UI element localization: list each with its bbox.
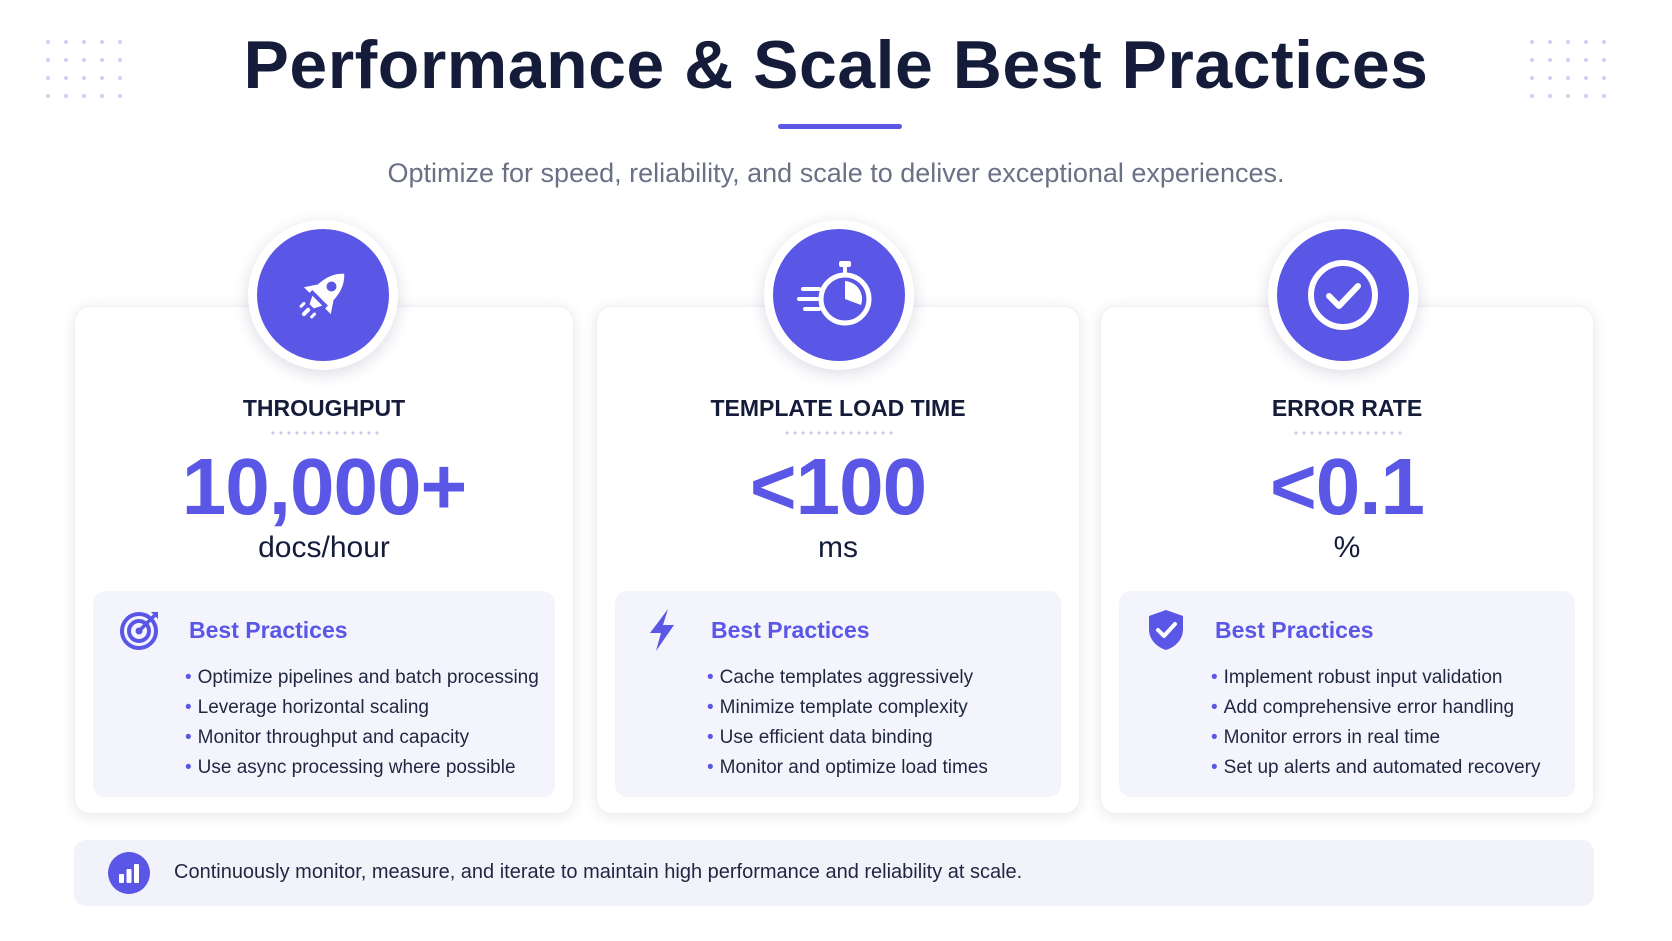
metric-divider <box>783 431 893 435</box>
error-rate-badge <box>1268 220 1418 370</box>
footer-text: Continuously monitor, measure, and itera… <box>174 861 1023 883</box>
decorative-dots-left <box>46 40 136 112</box>
stopwatch-icon <box>797 261 872 326</box>
best-practices-panel: Best Practices Implement robust input va… <box>1119 591 1575 797</box>
list-item: Cache templates aggressively <box>707 663 988 693</box>
metric-unit: ms <box>818 531 858 564</box>
best-practices-list: Optimize pipelines and batch processing … <box>185 663 539 783</box>
metric-divider <box>1292 431 1402 435</box>
title-underline <box>778 124 902 129</box>
metric-card-template-load-time: TEMPLATE LOAD TIME <100 ms Best Practice… <box>596 306 1080 814</box>
best-practices-list: Cache templates aggressively Minimize te… <box>707 663 988 783</box>
best-practices-title: Best Practices <box>1215 617 1374 643</box>
metric-card-error-rate: ERROR RATE <0.1 % Best Practices Impleme… <box>1100 306 1594 814</box>
metric-label: THROUGHPUT <box>242 395 406 421</box>
best-practices-title: Best Practices <box>711 617 870 643</box>
footer-banner: Continuously monitor, measure, and itera… <box>74 840 1594 906</box>
best-practices-panel: Best Practices Cache templates aggressiv… <box>615 591 1061 797</box>
list-item: Monitor errors in real time <box>1211 723 1541 753</box>
shield-check-icon <box>1143 607 1189 653</box>
metric-value: 10,000+ <box>181 442 467 531</box>
list-item: Implement robust input validation <box>1211 663 1541 693</box>
metric-label: TEMPLATE LOAD TIME <box>710 395 966 421</box>
target-icon <box>117 607 163 653</box>
metric-divider <box>269 431 379 435</box>
metric-label: ERROR RATE <box>1271 395 1423 421</box>
list-item: Leverage horizontal scaling <box>185 693 539 723</box>
best-practices-list: Implement robust input validation Add co… <box>1211 663 1541 783</box>
metric-value: <100 <box>749 442 927 531</box>
metric-unit: docs/hour <box>258 531 390 564</box>
throughput-badge <box>248 220 398 370</box>
bar-chart-icon <box>108 852 150 894</box>
metric-unit: % <box>1333 531 1361 564</box>
rocket-icon <box>299 273 345 319</box>
best-practices-title: Best Practices <box>189 617 348 643</box>
list-item: Add comprehensive error handling <box>1211 693 1541 723</box>
list-item: Optimize pipelines and batch processing <box>185 663 539 693</box>
page-subtitle: Optimize for speed, reliability, and sca… <box>387 158 1285 188</box>
list-item: Monitor throughput and capacity <box>185 723 539 753</box>
list-item: Use efficient data binding <box>707 723 988 753</box>
page-title: Performance & Scale Best Practices <box>243 27 1429 103</box>
list-item: Use async processing where possible <box>185 753 539 783</box>
check-circle-icon <box>1308 260 1378 330</box>
template-load-time-badge <box>764 220 914 370</box>
lightning-icon <box>639 607 685 653</box>
list-item: Minimize template complexity <box>707 693 988 723</box>
list-item: Monitor and optimize load times <box>707 753 988 783</box>
metric-value: <0.1 <box>1270 442 1425 531</box>
best-practices-panel: Best Practices Optimize pipelines and ba… <box>93 591 555 797</box>
metric-card-throughput: THROUGHPUT 10,000+ docs/hour Best Practi… <box>74 306 574 814</box>
decorative-dots-right <box>1530 40 1620 112</box>
list-item: Set up alerts and automated recovery <box>1211 753 1541 783</box>
